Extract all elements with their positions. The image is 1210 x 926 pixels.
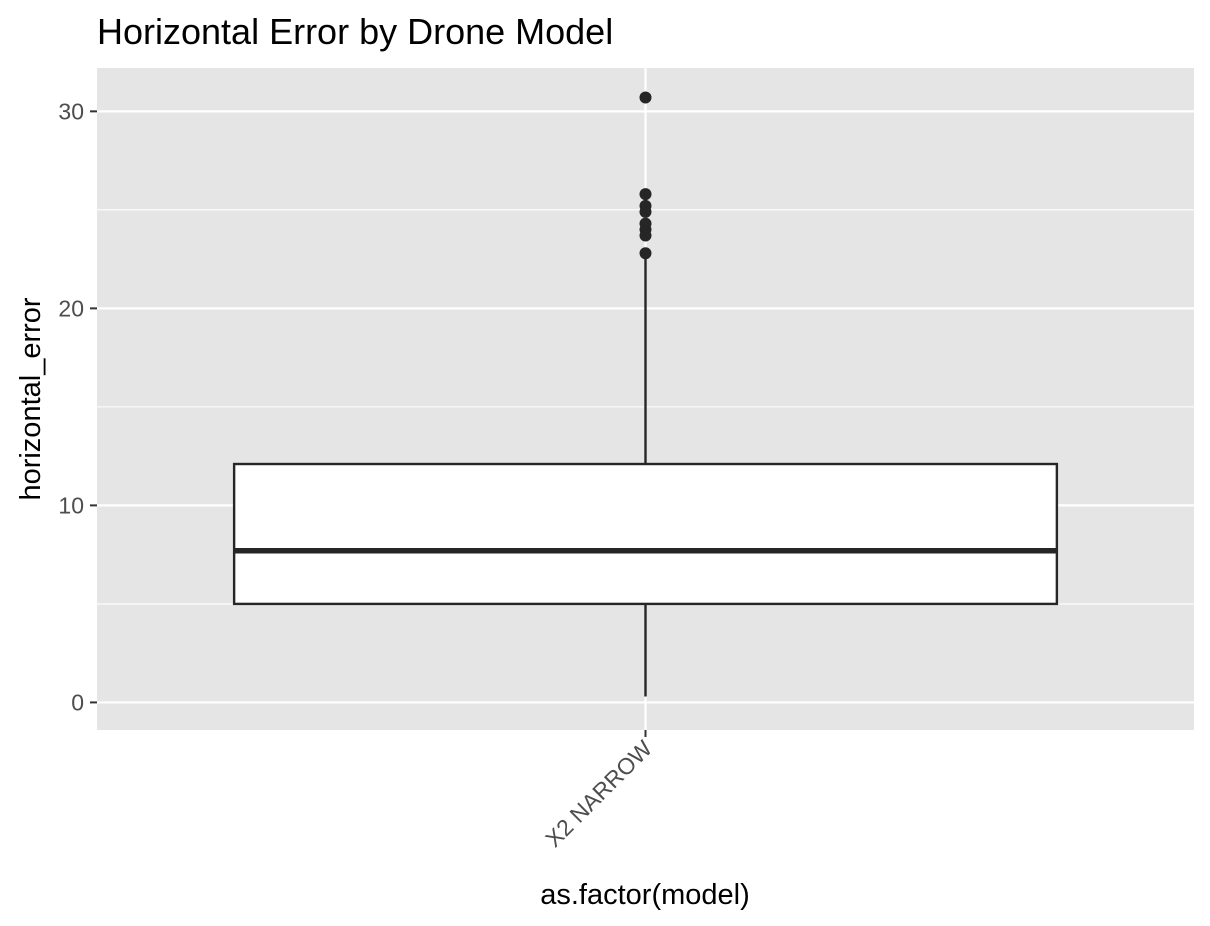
outlier-point <box>639 247 652 260</box>
outlier-point <box>639 188 652 201</box>
chart-title: Horizontal Error by Drone Model <box>97 11 613 52</box>
y-tick-label: 0 <box>71 689 84 715</box>
box-iqr <box>232 462 1059 606</box>
y-tick-label: 20 <box>58 295 84 321</box>
y-axis-title: horizontal_error <box>15 297 47 500</box>
outlier-point <box>639 217 652 230</box>
y-tick-label: 10 <box>58 492 84 518</box>
y-axis: 0 10 20 30 <box>58 98 97 715</box>
outlier-point <box>639 199 652 212</box>
box-layer <box>232 91 1059 697</box>
x-axis-title: as.factor(model) <box>540 879 750 911</box>
outlier-point <box>639 91 652 104</box>
x-tick-label: X2 NARROW <box>540 735 657 852</box>
y-tick-label: 30 <box>58 98 84 124</box>
x-axis: X2 NARROW <box>540 730 657 852</box>
